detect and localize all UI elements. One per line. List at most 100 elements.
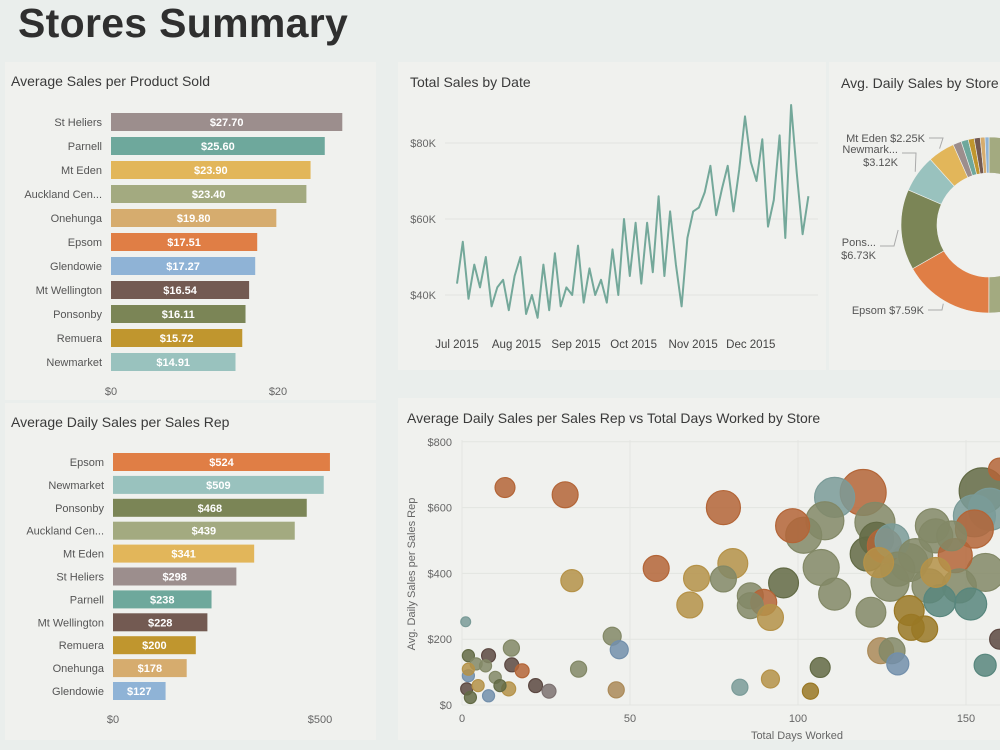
bubble-onehunga[interactable] (607, 681, 625, 699)
bubble-glendowie[interactable] (481, 689, 496, 703)
bubble-epsom[interactable] (705, 489, 742, 526)
y-tick-label: $60K (410, 214, 436, 226)
bubble-auckland-cen-[interactable] (855, 596, 887, 628)
bubble-newmarket[interactable] (460, 616, 472, 628)
bubble-ponsonby[interactable] (768, 567, 800, 599)
category-label: Auckland Cen... (24, 189, 102, 201)
bubble-auckland-cen-[interactable] (569, 660, 588, 678)
bar[interactable] (113, 498, 307, 517)
donut-label: Epsom $7.59K (852, 305, 925, 317)
data-label: $25.60 (201, 141, 235, 153)
bar-chart-avg-daily-sales-per-rep: Epsom $524 Newmarket $509 Ponsonby $468 Auckla… (26, 453, 332, 726)
bubble-glendowie[interactable] (609, 640, 629, 660)
sales-line[interactable] (456, 104, 810, 319)
bar[interactable] (111, 233, 258, 251)
bar[interactable] (111, 161, 311, 179)
bubble-epsom[interactable] (514, 663, 530, 679)
data-label: $298 (162, 572, 186, 584)
leader-line (929, 137, 944, 149)
data-label: $178 (138, 663, 162, 675)
bubble-parnell[interactable] (954, 587, 988, 621)
panel-total-sales-by-date[interactable] (398, 62, 826, 370)
x-tick-label: $0 (107, 714, 119, 726)
bar[interactable] (111, 113, 343, 131)
bubble-parnell[interactable] (923, 584, 957, 618)
bubble-mt-eden[interactable] (863, 547, 895, 579)
bar-chart-avg-sales-per-product: St Heliers $27.70 Parnell $25.60 Mt Eden $23.… (24, 113, 343, 398)
bubble-mt-wellington[interactable] (989, 628, 1000, 650)
category-label: Onehunga (53, 663, 105, 675)
data-label: $238 (150, 594, 174, 606)
bar[interactable] (113, 544, 255, 563)
category-label: Mt Wellington (36, 285, 102, 297)
data-label: $228 (148, 617, 172, 629)
bubble-newmarket[interactable] (731, 678, 749, 696)
bar[interactable] (111, 185, 307, 203)
leader-line (928, 303, 944, 311)
bubble-ponsonby[interactable] (493, 678, 507, 693)
bar[interactable] (113, 567, 237, 586)
bar[interactable] (111, 137, 325, 155)
bubble-parnell[interactable] (973, 653, 997, 677)
x-tick-label: Nov 2015 (669, 339, 718, 351)
bar[interactable] (113, 636, 196, 655)
category-label: Remuera (59, 640, 105, 652)
bubble-mt-eden[interactable] (760, 669, 781, 689)
bubble-mt-eden[interactable] (756, 603, 785, 632)
bubble-auckland-cen-[interactable] (736, 592, 764, 620)
y-tick-label: $40K (410, 290, 436, 302)
x-tick-label: 50 (624, 713, 636, 725)
data-label: $468 (198, 503, 222, 515)
bar[interactable] (113, 521, 295, 540)
bubble-auckland-cen-[interactable] (818, 577, 852, 611)
bubble-auckland-cen-[interactable] (709, 565, 737, 593)
bubbles (460, 457, 1000, 705)
bubble-mt-eden[interactable] (560, 569, 584, 593)
data-label: $16.11 (162, 309, 195, 321)
bar[interactable] (111, 281, 250, 299)
bubble-ponsonby[interactable] (461, 649, 476, 663)
chart-title: Average Daily Sales per Sales Rep vs Tot… (407, 410, 821, 426)
x-tick-label: Oct 2015 (610, 339, 657, 351)
bar[interactable] (111, 329, 243, 347)
bubble-mt-eden[interactable] (920, 556, 952, 588)
data-label: $127 (127, 686, 151, 698)
bubble-remuera[interactable] (911, 615, 939, 643)
x-tick-label: Dec 2015 (726, 339, 775, 351)
bubble-mt-eden[interactable] (682, 564, 711, 592)
bar[interactable] (111, 353, 236, 371)
bar[interactable] (113, 590, 212, 609)
bubble-epsom[interactable] (775, 508, 811, 544)
bar[interactable] (113, 453, 330, 471)
bubble-epsom[interactable] (494, 476, 516, 499)
bar[interactable] (111, 257, 256, 275)
bar[interactable] (113, 475, 324, 494)
bubble-mt-wellington[interactable] (528, 678, 544, 694)
y-axis-title: Avg. Daily Sales per Sales Rep (406, 498, 418, 651)
category-label: Remuera (57, 333, 103, 345)
donut-slice[interactable] (984, 136, 990, 174)
bubble-mt-eden[interactable] (461, 662, 476, 676)
bubble-st-heliers[interactable] (541, 683, 557, 699)
bubble-mt-eden[interactable] (676, 591, 704, 619)
y-tick-label: $400 (428, 568, 452, 580)
bar[interactable] (113, 659, 187, 678)
bubble-auckland-cen-[interactable] (478, 659, 493, 673)
bubble-glendowie[interactable] (886, 652, 910, 676)
bar[interactable] (113, 682, 166, 700)
donut-label-name: Pons... (842, 237, 876, 249)
bubble-ponsonby[interactable] (463, 690, 478, 705)
category-label: Ponsonby (53, 309, 102, 321)
bubble-remuera[interactable] (801, 682, 820, 700)
bubble-ponsonby[interactable] (809, 656, 831, 679)
bubble-mt-eden[interactable] (471, 678, 485, 693)
bubble-epsom[interactable] (642, 554, 670, 583)
bar[interactable] (111, 305, 246, 323)
bar[interactable] (111, 209, 277, 227)
bar[interactable] (113, 613, 208, 632)
bubble-auckland-cen-[interactable] (936, 520, 968, 552)
bubble-auckland-cen-[interactable] (502, 639, 521, 657)
bubble-epsom[interactable] (551, 481, 579, 509)
donut-slice[interactable] (988, 136, 1000, 314)
donut-label-value: $3.12K (863, 157, 899, 169)
